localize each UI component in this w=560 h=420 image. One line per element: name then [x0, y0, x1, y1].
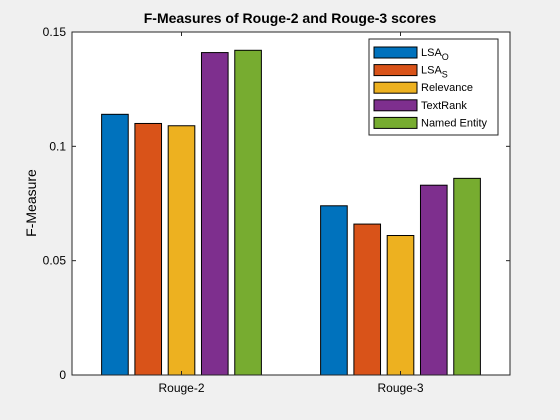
chart-title: F-Measures of Rouge-2 and Rouge-3 scores [144, 10, 437, 26]
y-tick-label: 0.1 [49, 139, 66, 153]
bar-rouge-3-textrank [419, 184, 448, 376]
y-tick-label: 0.05 [43, 254, 67, 268]
y-tick-label: 0 [59, 368, 66, 382]
legend-swatch [373, 64, 418, 77]
bar-rouge-3-lsa-s [353, 223, 382, 376]
axes-group: 0 0.05 0.1 0.15 Rouge-2 Rouge-3 [43, 25, 511, 395]
y-tick-label: 0.15 [43, 25, 67, 39]
legend-label: LSAO [421, 47, 449, 62]
legend-label: Relevance [421, 82, 473, 94]
bar-rouge-2-lsa-o [101, 113, 129, 376]
legend-label: Named Entity [421, 117, 488, 129]
bar-rouge-2-lsa-s [134, 122, 163, 376]
bars-group [101, 49, 481, 376]
legend-swatch [373, 116, 418, 129]
legend-label: TextRank [421, 100, 467, 112]
legend-swatch [373, 99, 418, 112]
bar-rouge-3-relevance [386, 235, 415, 376]
bar-rouge-2-textrank [200, 52, 229, 376]
x-tick-label: Rouge-3 [377, 381, 423, 395]
legend-label: LSAS [421, 65, 448, 80]
bar-rouge-3-named-entity [453, 177, 481, 376]
x-tick-label: Rouge-2 [158, 381, 204, 395]
legend-swatch [373, 81, 418, 94]
legend-swatch [373, 46, 418, 59]
axes-box [71, 31, 511, 376]
bar-rouge-2-relevance [167, 125, 196, 376]
bar-rouge-3-lsa-o [320, 205, 348, 376]
legend: LSAO LSAS Relevance TextRank Named Entity [368, 38, 499, 136]
y-axis-label: F-Measure [23, 169, 39, 237]
bar-rouge-2-named-entity [234, 49, 262, 376]
